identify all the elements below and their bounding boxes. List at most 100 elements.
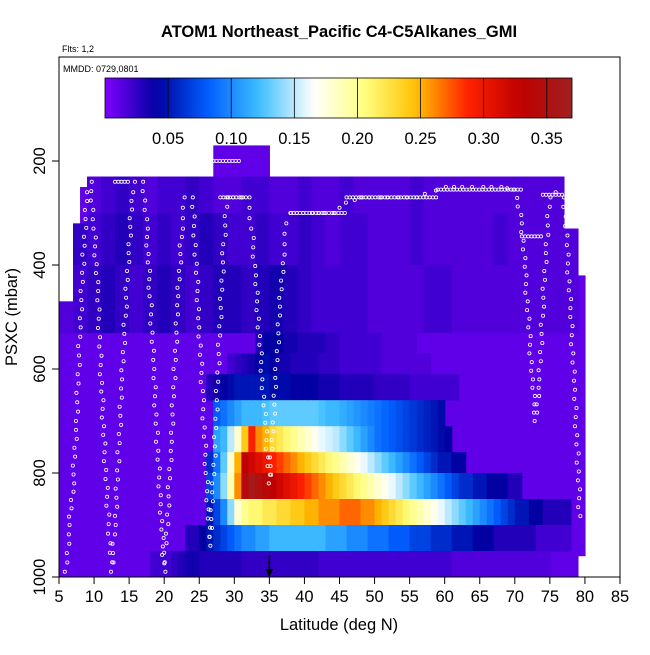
flight-track-point	[117, 404, 122, 409]
flight-track-point	[213, 453, 218, 458]
flight-track-point	[254, 308, 259, 313]
heatmap-cell-plume	[276, 473, 284, 500]
x-tick-label: 55	[400, 588, 418, 606]
flight-track-point	[545, 223, 550, 228]
heatmap-cell-plume	[220, 551, 228, 578]
flight-track-point	[92, 253, 97, 258]
heatmap-cell-background	[458, 176, 467, 577]
heatmap-cell-plume	[325, 499, 334, 526]
heatmap-cell-plume	[283, 452, 292, 474]
heatmap-cell-plume	[451, 452, 460, 474]
flight-track-point	[277, 304, 282, 309]
heatmap-cell-background	[164, 176, 172, 577]
heatmap-cell-plume	[367, 499, 376, 526]
flight-track-point	[529, 360, 534, 365]
heatmap-cell-plume	[297, 374, 306, 401]
heatmap-cell-upper	[283, 176, 299, 214]
flight-track-point	[515, 204, 520, 209]
heatmap-cell-plume	[416, 353, 425, 375]
heatmap-cell-plume	[290, 426, 299, 453]
heatmap-cell-background	[528, 176, 537, 577]
heatmap-cell-plume	[332, 473, 341, 500]
flight-track-point	[269, 438, 274, 443]
flight-track-point	[247, 216, 252, 221]
heatmap-cell-background	[465, 176, 474, 577]
heatmap-cell-plume	[423, 473, 432, 500]
heatmap-cell-plume	[276, 400, 284, 427]
heatmap-cell-plume	[444, 499, 453, 526]
heatmap-cell-plume	[409, 473, 418, 500]
flight-track-point	[75, 372, 80, 377]
colorbar: 0.05 0.10 0.15 0.20 0.25 0.30 0.35	[104, 77, 573, 148]
heatmap-cell-plume	[157, 551, 165, 578]
heatmap-cell-plume	[360, 426, 369, 453]
heatmap-cell-plume	[381, 473, 390, 500]
heatmap-cell-plume	[192, 551, 200, 578]
flight-track-point	[72, 481, 77, 486]
flight-track-point	[255, 290, 260, 295]
flight-track-point	[82, 243, 87, 248]
flight-track-point	[120, 377, 125, 382]
flight-track-point	[200, 416, 205, 421]
flight-track-point	[146, 251, 151, 256]
heatmap-cell-plume	[318, 332, 327, 354]
flight-track-point	[201, 407, 206, 412]
flight-track-point	[343, 200, 348, 205]
heatmap-cell-background	[549, 176, 558, 577]
heatmap-cell-upper	[171, 265, 186, 334]
flight-track-point	[220, 287, 225, 292]
heatmap-cell-plume	[367, 473, 376, 500]
flight-track-point	[115, 504, 120, 509]
flight-track-point	[253, 264, 258, 269]
heatmap-cell-plume	[248, 426, 256, 453]
x-tick-label: 65	[471, 588, 489, 606]
heatmap-cell-plume	[297, 525, 306, 552]
flight-track-point	[106, 531, 111, 536]
flight-track-point	[153, 385, 158, 390]
heatmap-cell-plume	[521, 499, 530, 526]
heatmap-cell-plume	[269, 525, 277, 552]
flights-label: Flts: 1,2	[62, 44, 94, 54]
flight-track-point	[173, 321, 178, 326]
heatmap-cell-plume	[255, 400, 263, 427]
flight-track-point	[273, 411, 278, 416]
flight-track-point	[142, 207, 147, 212]
heatmap-cell-plume	[423, 525, 432, 552]
flight-track-point	[565, 233, 570, 238]
colorbar-tick-label: 0.30	[468, 130, 500, 148]
flight-track-point	[255, 299, 260, 304]
heatmap-cell-plume	[304, 374, 313, 401]
flight-track-point	[101, 459, 106, 464]
heatmap-cell-plume	[339, 353, 348, 375]
y-tick-label: 200	[31, 147, 49, 175]
heatmap-cell-background	[570, 228, 579, 577]
heatmap-cell-plume	[528, 499, 537, 526]
flight-track-point	[542, 277, 547, 282]
heatmap-cell-background	[479, 176, 488, 577]
heatmap-cell-plume	[374, 551, 383, 578]
colorbar-tick-label: 0.15	[278, 130, 310, 148]
heatmap-cell-plume	[346, 353, 355, 375]
flight-track-point	[113, 486, 118, 491]
flight-track-point	[165, 485, 170, 490]
heatmap-cell-upper	[493, 176, 509, 214]
heatmap-cell-upper	[479, 213, 495, 266]
heatmap-cell-plume	[325, 525, 334, 552]
heatmap-cell-plume	[150, 551, 158, 578]
heatmap-cell-plume	[297, 473, 306, 500]
heatmap-cell-plume	[346, 426, 355, 453]
heatmap-cell-plume	[241, 499, 249, 526]
flight-track-point	[434, 195, 439, 200]
flight-track-point	[91, 207, 96, 212]
heatmap-cell-plume	[451, 499, 460, 526]
heatmap-cell-plume	[416, 426, 425, 453]
heatmap-cell-plume	[409, 499, 418, 526]
heatmap-cell-plume	[346, 499, 355, 526]
heatmap-cell-plume	[311, 426, 320, 453]
flight-track-point	[566, 288, 571, 293]
flight-track-point	[574, 442, 579, 447]
heatmap-cell-plume	[304, 551, 313, 578]
heatmap-cell-plume	[297, 452, 306, 474]
heatmap-cell-upper	[157, 176, 172, 214]
flight-track-point	[157, 475, 162, 480]
